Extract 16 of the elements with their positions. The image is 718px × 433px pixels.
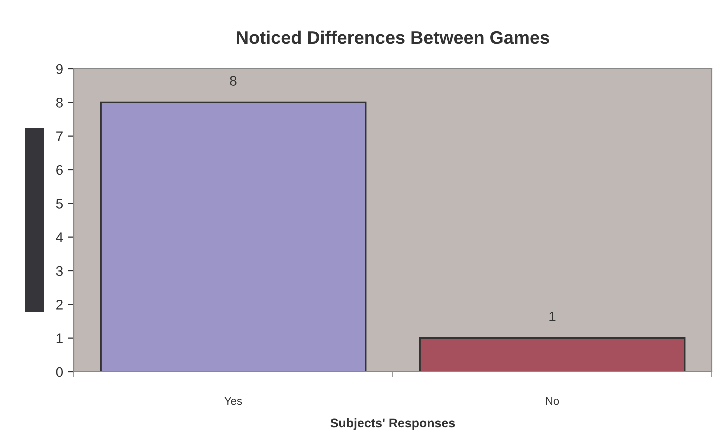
chart-title: Noticed Differences Between Games xyxy=(237,30,550,44)
data-label: 1 xyxy=(550,312,556,322)
x-tick-label: No xyxy=(546,397,560,406)
y-tick-label: 2 xyxy=(56,300,63,310)
y-tick-label: 8 xyxy=(56,98,63,108)
x-tick-label: Yes xyxy=(224,397,242,406)
y-tick-label: 3 xyxy=(56,266,63,276)
x-axis-title: Subjects' Responses xyxy=(330,418,456,430)
y-tick-label: 6 xyxy=(56,165,63,176)
y-tick-label: 0 xyxy=(56,367,64,378)
y-tick-label: 7 xyxy=(56,132,63,142)
y-tick-label: 9 xyxy=(56,64,63,74)
y-tick-label: 1 xyxy=(56,334,63,344)
y-tick-label: 4 xyxy=(56,232,64,242)
y-tick-label: 5 xyxy=(56,199,63,209)
data-label: 8 xyxy=(230,76,237,86)
